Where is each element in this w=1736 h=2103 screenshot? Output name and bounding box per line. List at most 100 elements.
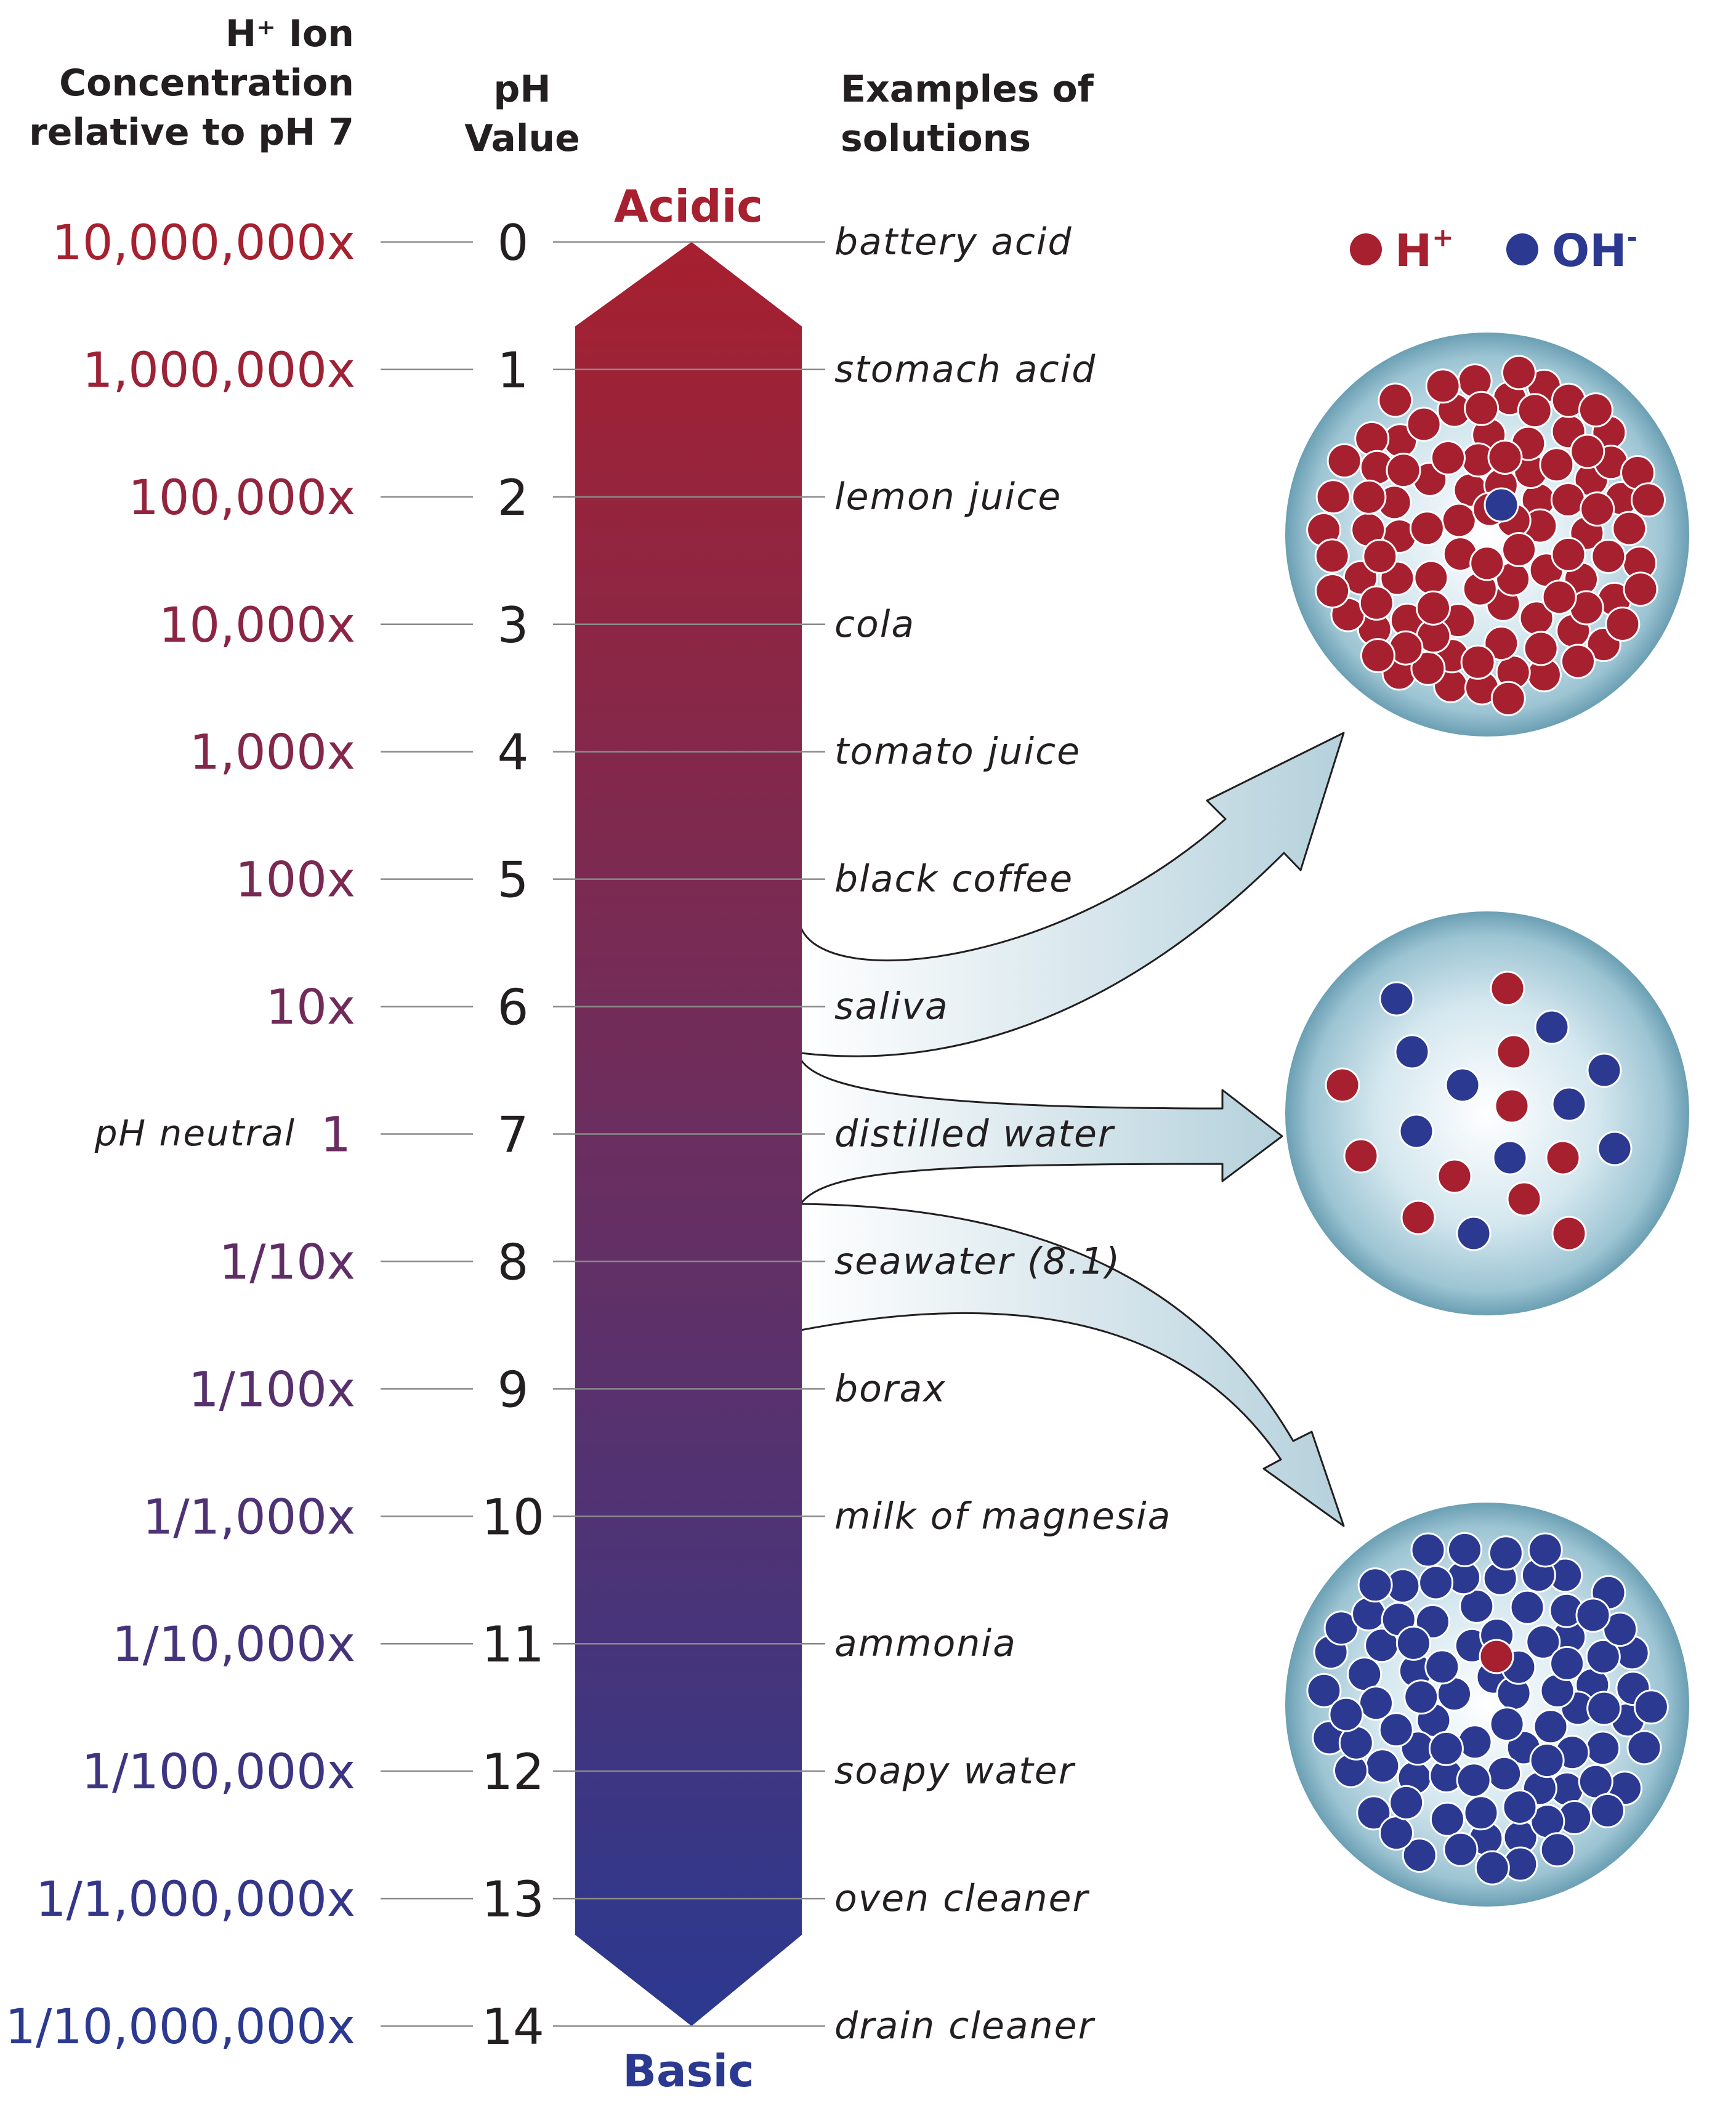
- oh-ion-dot: [1378, 1712, 1414, 1748]
- concentration-value: 1/10x: [219, 1235, 355, 1290]
- h-ion-dot: [1484, 626, 1519, 661]
- ph-row-0: 10,000,000x 0 battery acid: [52, 214, 1071, 272]
- h-ion-dot: [1570, 434, 1605, 469]
- oh-ion-dot: [1626, 1730, 1662, 1766]
- basic-ion-sphere-icon: [1285, 1503, 1689, 1907]
- example-solution: seawater (8.1): [834, 1240, 1121, 1283]
- ph-neutral-note: pH neutral: [94, 1112, 296, 1154]
- oh-ion-dot: [1418, 1565, 1454, 1600]
- h-ion-dot: [1386, 453, 1421, 488]
- concentration-value: 10,000,000x: [52, 216, 355, 271]
- h-ion-dot: [1501, 532, 1537, 567]
- oh-ion-dot: [1365, 1748, 1400, 1784]
- oh-ion-dot: [1463, 1795, 1499, 1831]
- h-ion-dot: [1612, 511, 1647, 546]
- concentration-value: 1/10,000,000x: [5, 2000, 355, 2055]
- oh-ion-dot: [1489, 1706, 1525, 1742]
- h-ion-dot: [1605, 607, 1641, 642]
- ph-value: 1: [498, 342, 529, 399]
- concentration-value: 1/1,000x: [143, 1490, 355, 1545]
- example-solution: distilled water: [834, 1113, 1115, 1156]
- oh-ion-dot: [1445, 1067, 1480, 1103]
- oh-ion-dot: [1456, 1762, 1492, 1798]
- ph-row-9: 1/100x 9 borax: [188, 1361, 945, 1418]
- arrow-to-neutral-sphere: [799, 1058, 1283, 1205]
- oh-ion-dot: [1534, 1009, 1570, 1045]
- oh-ion-dot: [1487, 1756, 1522, 1791]
- oh-ion-dot: [1403, 1679, 1439, 1715]
- oh-ion-dot: [1356, 1795, 1392, 1831]
- concentration-value: 1/100,000x: [81, 1745, 355, 1800]
- h-ion-dot: [1501, 355, 1536, 390]
- h-ion-legend-dot: [1350, 233, 1382, 265]
- oh-ion-dot: [1484, 487, 1519, 523]
- ph-value-header: pH Value: [464, 68, 580, 160]
- h-ion-dot: [1469, 546, 1505, 581]
- oh-ion-legend-dot: [1506, 233, 1538, 265]
- acidic-label: Acidic: [614, 180, 763, 232]
- oh-ion-dot: [1575, 1597, 1611, 1633]
- concentration-value: 1: [320, 1108, 351, 1163]
- h-ion-dot: [1351, 479, 1387, 515]
- h-ion-dot: [1378, 382, 1413, 418]
- oh-ion-dot: [1502, 1790, 1538, 1825]
- acidic-ion-sphere-icon: [1285, 333, 1689, 737]
- example-solution: soapy water: [834, 1750, 1076, 1793]
- ph-row-12: 1/100,000x 12 soapy water: [81, 1743, 1076, 1801]
- ph-row-6: 10x 6 saliva: [266, 979, 948, 1036]
- arrow-to-acidic-sphere: [799, 732, 1345, 1057]
- oh-ion-dot: [1394, 1034, 1430, 1070]
- oh-ion-dot: [1586, 1690, 1622, 1726]
- h-ion-dot: [1506, 1181, 1542, 1217]
- examples-header: Examples of solutions: [841, 68, 1094, 160]
- oh-ion-dot: [1488, 1535, 1524, 1571]
- ph-value: 9: [498, 1361, 529, 1418]
- oh-ion-dot: [1509, 1589, 1545, 1625]
- concentration-value: 100,000x: [128, 470, 355, 526]
- h-ion-dot: [1409, 511, 1445, 546]
- oh-ion-dot: [1428, 1730, 1464, 1766]
- h-ion-dot: [1631, 482, 1666, 518]
- h-ion-dot: [1343, 1138, 1379, 1174]
- ph-row-3: 10,000x 3 cola: [159, 597, 915, 654]
- concentration-header-line-1: H⁺ Ion: [225, 12, 354, 55]
- h-ion-dot: [1359, 585, 1394, 621]
- concentration-header: H⁺ Ion Concentration relative to pH 7: [29, 12, 354, 154]
- h-ion-dot: [1315, 573, 1350, 608]
- oh-ion-dot: [1585, 1730, 1621, 1766]
- ph-value: 12: [482, 1743, 544, 1801]
- ion-arrows: [799, 732, 1345, 1527]
- h-ion-dot: [1517, 393, 1552, 429]
- h-ion-dot: [1425, 368, 1461, 404]
- oh-ion-dot: [1351, 1596, 1387, 1632]
- oh-ion-dot: [1527, 1532, 1563, 1568]
- example-solution: ammonia: [834, 1622, 1017, 1665]
- oh-ion-dot: [1306, 1673, 1342, 1708]
- ion-legend: H+ OH-: [1350, 222, 1637, 276]
- h-ion-dot: [1623, 571, 1658, 607]
- oh-ion-dot: [1399, 1113, 1434, 1149]
- oh-ion-dot: [1395, 1625, 1431, 1661]
- h-ion-dot: [1400, 1200, 1436, 1235]
- oh-ion-dot: [1597, 1131, 1633, 1166]
- ph-row-4: 1,000x 4 tomato juice: [190, 724, 1080, 781]
- ph-row-1: 1,000,000x 1 stomach acid: [83, 342, 1095, 399]
- ph-value: 13: [482, 1871, 544, 1928]
- ph-value: 5: [498, 852, 529, 909]
- concentration-value: 1/100x: [188, 1362, 355, 1418]
- ph-value: 6: [498, 979, 529, 1036]
- oh-ion-dot: [1410, 1532, 1446, 1568]
- ph-value: 3: [498, 597, 529, 654]
- oh-ion-dot: [1525, 1624, 1561, 1660]
- oh-ion-dot: [1402, 1838, 1437, 1873]
- ph-row-13: 1/1,000,000x 13 oven cleaner: [36, 1871, 1089, 1928]
- ph-row-10: 1/1,000x 10 milk of magnesia: [143, 1488, 1171, 1546]
- h-ion-dot: [1362, 539, 1398, 574]
- h-ion-dot: [1479, 1639, 1514, 1674]
- h-ion-dot: [1550, 482, 1586, 517]
- oh-ion-dot: [1323, 1610, 1359, 1646]
- example-solution: cola: [834, 603, 915, 646]
- h-ion-dot: [1490, 971, 1525, 1006]
- examples-header-line-1: Examples of: [841, 68, 1094, 111]
- concentration-value: 1/10,000x: [112, 1617, 355, 1673]
